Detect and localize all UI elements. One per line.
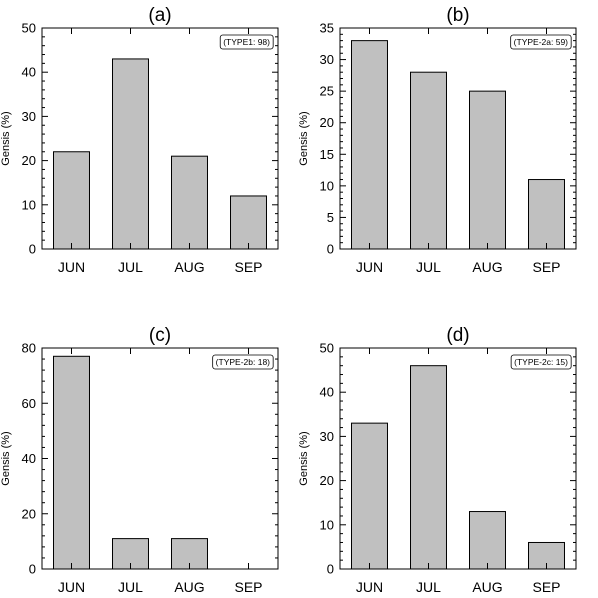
y-tick-label: 60 [22, 396, 36, 411]
bar-aug [171, 155, 208, 250]
x-tick-label-jun: JUN [356, 259, 383, 275]
y-tick-label: 20 [22, 153, 36, 168]
y-tick-label: 20 [22, 506, 36, 521]
y-tick-label: 40 [320, 385, 334, 400]
panel-title: (d) [446, 325, 469, 346]
x-tick-label-sep: SEP [234, 579, 262, 595]
x-tick-label-aug: AUG [174, 259, 204, 275]
plot-frame [339, 27, 577, 250]
bar-jul [410, 365, 447, 570]
annotation-text: (TYPE-2c: 15) [514, 357, 568, 367]
x-tick-label-jul: JUL [118, 579, 143, 595]
x-tick-label-jun: JUN [58, 579, 85, 595]
bar-jul [410, 71, 447, 250]
annotation-text: (TYPE-2b: 18) [216, 357, 270, 367]
annotation-box [510, 34, 572, 50]
y-tick-label: 15 [320, 147, 334, 162]
annotation-text: (TYPE-2a: 59) [514, 37, 568, 47]
bar-jun [53, 151, 90, 250]
x-tick-label-sep: SEP [532, 579, 560, 595]
y-axis-label: Gensis (%) [298, 431, 310, 485]
bar-jun [53, 355, 90, 570]
y-tick-label: 40 [22, 451, 36, 466]
bar-aug [469, 90, 506, 250]
panel-d: 0 10 20 30 40 50 JUN JUL AUG SEP (d) Gensis (%) (TYP… [298, 325, 577, 595]
x-tick-label-jun: JUN [58, 259, 85, 275]
bar-jun [351, 40, 388, 250]
x-tick-label-jul: JUL [416, 259, 441, 275]
y-tick-label: 30 [22, 109, 36, 124]
x-tick-label-jun: JUN [356, 579, 383, 595]
y-tick-label: 0 [327, 242, 334, 257]
x-tick-label-aug: AUG [174, 579, 204, 595]
y-tick-label: 50 [22, 21, 36, 36]
y-tick-label: 0 [29, 242, 36, 257]
x-tick-label-sep: SEP [532, 259, 560, 275]
bar-sep [230, 195, 267, 250]
y-tick-label: 30 [320, 52, 334, 67]
panel-c: 0 20 40 60 80 JUN JUL AUG SEP (c) Gensis (%) (TYPE-… [0, 325, 279, 595]
x-tick-label-sep: SEP [234, 259, 262, 275]
y-tick-label: 40 [22, 65, 36, 80]
panel-title: (b) [446, 5, 469, 26]
panel-a: 0 10 20 30 40 50 JUN JUL AUG SEP (a) Gensis (%) (TYP… [0, 5, 279, 275]
x-tick-label-jul: JUL [416, 579, 441, 595]
y-tick-label: 35 [320, 21, 334, 36]
y-axis-label: Gensis (%) [298, 111, 310, 165]
panel-b: 0 5 10 15 20 25 30 35 JUN JUL AUG SEP (b) Gensis (%) (… [298, 5, 577, 275]
bar-jul [112, 58, 149, 250]
y-tick-label: 5 [327, 210, 334, 225]
annotation-box [219, 34, 274, 50]
y-tick-label: 10 [320, 178, 334, 193]
bar-sep [528, 179, 565, 250]
bar-jun [351, 422, 388, 570]
y-tick-label: 20 [320, 473, 334, 488]
x-tick-label-aug: AUG [472, 579, 502, 595]
y-tick-label: 80 [22, 341, 36, 356]
y-tick-label: 0 [29, 562, 36, 577]
bar-aug [469, 511, 506, 570]
y-tick-label: 10 [320, 517, 334, 532]
plot-frame [339, 347, 577, 570]
y-tick-label: 30 [320, 429, 334, 444]
panel-title: (a) [148, 5, 171, 26]
panel-title: (c) [149, 325, 171, 346]
plot-frame [41, 27, 279, 250]
x-tick-label-aug: AUG [472, 259, 502, 275]
y-axis-label: Gensis (%) [0, 111, 12, 165]
y-tick-label: 25 [320, 84, 334, 99]
annotation-box [212, 354, 274, 370]
y-tick-label: 10 [22, 197, 36, 212]
y-axis-label: Gensis (%) [0, 431, 12, 485]
annotation-text: (TYPE1: 98) [223, 37, 270, 47]
y-tick-label: 50 [320, 341, 334, 356]
y-tick-label: 20 [320, 115, 334, 130]
x-tick-label-jul: JUL [118, 259, 143, 275]
annotation-box [510, 354, 572, 370]
y-tick-label: 0 [327, 562, 334, 577]
